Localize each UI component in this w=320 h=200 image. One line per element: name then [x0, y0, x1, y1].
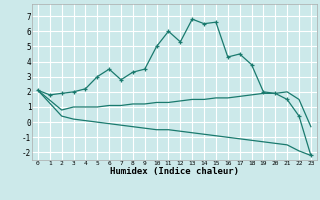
X-axis label: Humidex (Indice chaleur): Humidex (Indice chaleur): [110, 167, 239, 176]
